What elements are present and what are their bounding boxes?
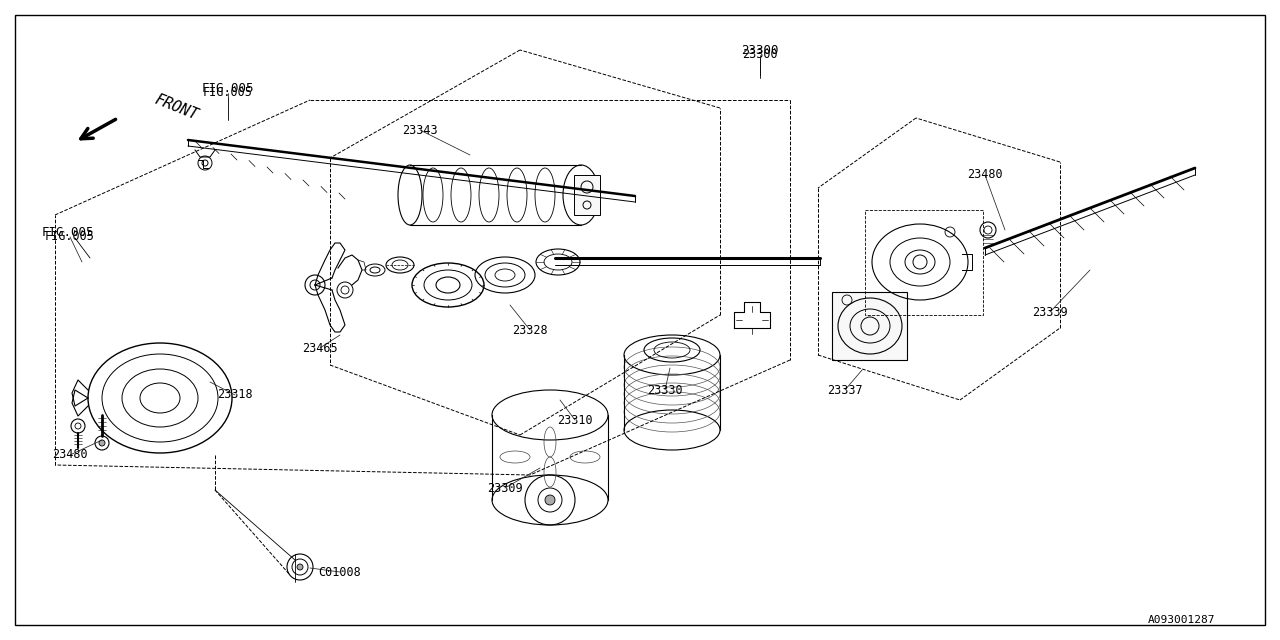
Bar	[865, 210, 983, 315]
Text: 23330: 23330	[648, 383, 682, 397]
Text: 23300: 23300	[741, 44, 778, 56]
Text: 23310: 23310	[557, 413, 593, 426]
Text: A093001287: A093001287	[1147, 615, 1215, 625]
Text: 23339: 23339	[1032, 305, 1068, 319]
Text: FIG.005: FIG.005	[202, 81, 255, 95]
Bar	[573, 175, 600, 215]
Circle shape	[545, 495, 556, 505]
Text: FIG.005: FIG.005	[42, 225, 95, 239]
Text: 23480: 23480	[52, 449, 88, 461]
Text: FIG.005: FIG.005	[45, 230, 95, 243]
Text: 23318: 23318	[218, 388, 253, 401]
Text: 23328: 23328	[512, 323, 548, 337]
Text: 23343: 23343	[402, 124, 438, 136]
Circle shape	[297, 564, 303, 570]
Text: C01008: C01008	[319, 566, 361, 579]
Text: 23465: 23465	[302, 342, 338, 355]
Text: FRONT: FRONT	[152, 92, 200, 122]
Text: FIG.005: FIG.005	[204, 86, 253, 99]
Text: 23300: 23300	[742, 49, 778, 61]
Text: 23480: 23480	[968, 168, 1002, 182]
Text: 23337: 23337	[827, 383, 863, 397]
Bar	[832, 292, 908, 360]
Text: 23309: 23309	[488, 481, 522, 495]
Circle shape	[99, 440, 105, 446]
